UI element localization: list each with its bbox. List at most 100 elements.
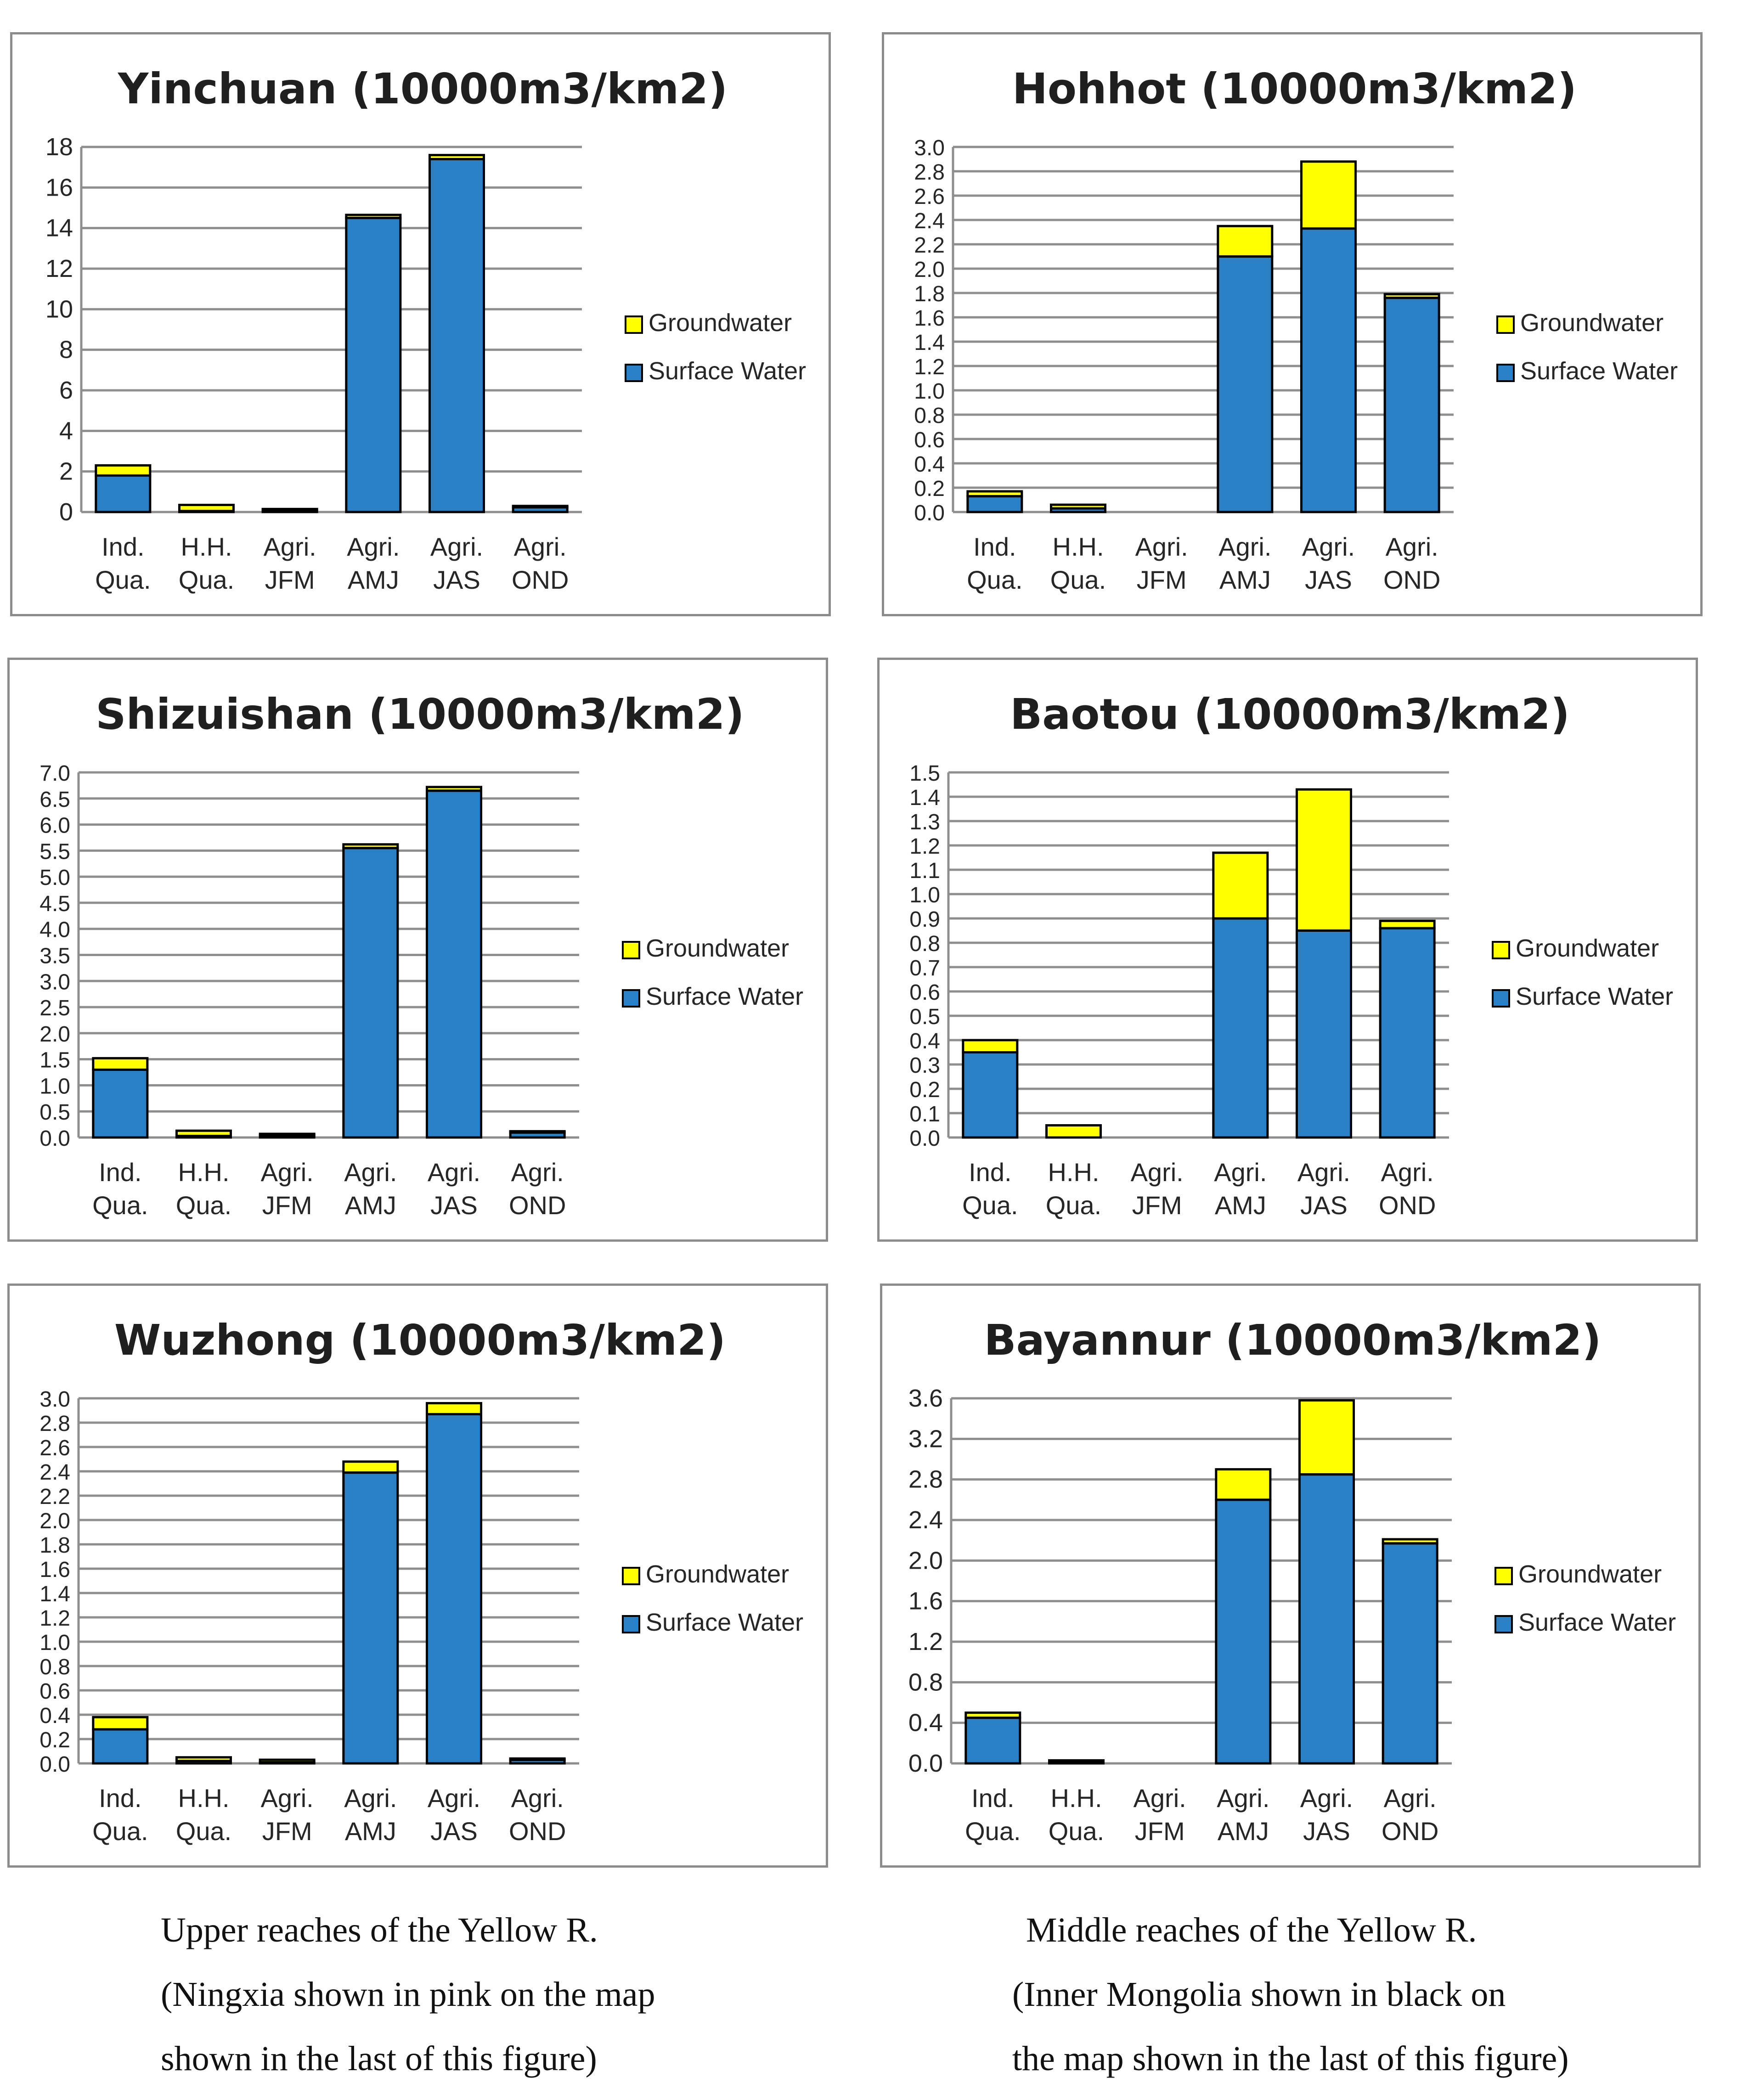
y-tick-label: 1.6 (908, 1588, 943, 1615)
y-tick-label: 2.4 (39, 1460, 70, 1485)
bar-groundwater (95, 464, 152, 477)
y-tick-label: 0.5 (909, 1005, 940, 1029)
y-tick-label: 18 (45, 133, 73, 161)
x-category-label: JAS (433, 565, 480, 594)
y-tick-label: 0.0 (39, 1752, 70, 1777)
bar-surface-water (92, 1068, 149, 1139)
x-category-label: Agri. (1135, 532, 1188, 561)
bar-groundwater (426, 786, 482, 792)
y-tick-label: 1.4 (39, 1582, 70, 1606)
y-tick-label: 0.4 (909, 1029, 940, 1053)
chart-title: Baotou (10000m3/km2) (1010, 690, 1570, 739)
x-category-label: OND (512, 565, 569, 594)
x-category-label: JFM (265, 565, 315, 594)
x-category-label: Ind. (102, 532, 144, 561)
bar-groundwater (1382, 1538, 1438, 1545)
legend-swatch-groundwater (1492, 941, 1510, 959)
y-tick-label: 0.8 (914, 404, 945, 428)
bar-groundwater (1298, 1399, 1355, 1476)
y-tick-label: 0.1 (909, 1102, 940, 1126)
x-category-label: Qua. (92, 1191, 148, 1220)
x-category-label: Agri. (1300, 1784, 1353, 1813)
x-category-label: Agri. (1302, 532, 1355, 561)
y-tick-label: 0.8 (39, 1655, 70, 1679)
legend-label-groundwater: Groundwater (646, 935, 789, 962)
y-tick-label: 0.2 (39, 1728, 70, 1752)
caption-right-line-2: (Inner Mongolia shown in black on (1012, 1975, 1506, 2014)
x-category-label: Agri. (428, 1158, 480, 1187)
y-tick-label: 2.6 (914, 185, 945, 209)
y-tick-label: 1.2 (908, 1628, 943, 1655)
bar-groundwater (1217, 225, 1274, 258)
y-tick-label: 14 (45, 214, 73, 242)
y-tick-label: 1.0 (39, 1074, 70, 1098)
x-category-label: OND (1379, 1191, 1436, 1220)
y-tick-label: 3.2 (908, 1425, 943, 1453)
x-category-label: AMJ (1215, 1191, 1266, 1220)
chart-title: Shizuishan (10000m3/km2) (96, 690, 744, 739)
bar-groundwater (509, 1130, 566, 1134)
y-tick-label: 2 (59, 458, 73, 485)
x-category-label: Agri. (1214, 1158, 1267, 1187)
bar-groundwater (1379, 919, 1436, 929)
y-tick-label: 0.2 (909, 1078, 940, 1102)
caption-left-line-3: shown in the last of this figure) (161, 2039, 597, 2078)
y-tick-label: 1.5 (39, 1048, 70, 1073)
bar-surface-water (1300, 227, 1357, 513)
x-category-label: AMJ (1218, 1817, 1269, 1846)
bar-groundwater (1383, 293, 1440, 299)
bar-surface-water (342, 847, 399, 1139)
x-category-label: Agri. (1381, 1158, 1434, 1187)
y-tick-label: 1.4 (914, 331, 945, 355)
legend-label-surface-water: Surface Water (1516, 983, 1673, 1010)
bar-surface-water (962, 1051, 1019, 1139)
bar-groundwater (1296, 788, 1352, 932)
y-tick-label: 2.0 (914, 258, 945, 282)
x-category-label: Qua. (962, 1191, 1018, 1220)
legend-label-surface-water: Surface Water (1520, 357, 1678, 385)
chart-title: Bayannur (10000m3/km2) (984, 1316, 1601, 1365)
bar-surface-water (342, 1471, 399, 1765)
bar-surface-water (1298, 1473, 1355, 1765)
x-category-label: Ind. (971, 1784, 1014, 1813)
legend-swatch-groundwater (622, 1567, 640, 1585)
y-tick-label: 0.8 (909, 932, 940, 956)
y-tick-label: 3.6 (908, 1385, 943, 1412)
y-tick-label: 6 (59, 377, 73, 404)
bar-groundwater (512, 505, 569, 509)
bar-groundwater (175, 1756, 232, 1762)
x-category-label: JFM (1135, 1817, 1185, 1846)
x-category-label: JAS (1300, 1191, 1348, 1220)
x-category-label: Agri. (511, 1784, 564, 1813)
chart-panel-hohhot: Hohhot (10000m3/km2) 0.0 0.2 0.4 0.6 0.8 1.0 1.… (882, 32, 1703, 616)
legend-swatch-surface-water (1496, 364, 1515, 382)
x-category-label: Ind. (969, 1158, 1011, 1187)
bar-groundwater (509, 1757, 566, 1761)
y-tick-label: 2.0 (908, 1547, 943, 1574)
bar-surface-water (1379, 927, 1436, 1139)
legend-swatch-groundwater (625, 315, 643, 334)
bar-surface-water (429, 158, 485, 513)
bar-surface-water (966, 495, 1023, 513)
bar-surface-water (1383, 297, 1440, 513)
bar-surface-water (1215, 1498, 1272, 1765)
y-tick-label: 1.2 (909, 834, 940, 859)
x-category-label: H.H. (178, 1158, 230, 1187)
legend-swatch-surface-water (622, 1615, 640, 1633)
x-category-label: H.H. (178, 1784, 230, 1813)
bar-groundwater (426, 1402, 482, 1415)
x-category-label: Agri. (430, 532, 483, 561)
x-category-label: JFM (1137, 565, 1187, 594)
y-tick-label: 1.3 (909, 810, 940, 834)
legend-swatch-surface-water (625, 364, 643, 382)
bar-groundwater (1050, 503, 1106, 510)
legend-label-groundwater: Groundwater (1520, 309, 1664, 337)
bar-groundwater (178, 504, 235, 512)
x-category-label: H.H. (1048, 1158, 1100, 1187)
x-category-label: Agri. (1386, 532, 1438, 561)
bar-groundwater (1045, 1124, 1102, 1139)
y-tick-label: 0.6 (909, 980, 940, 1005)
x-category-label: JAS (1303, 1817, 1350, 1846)
y-tick-label: 0 (59, 498, 73, 526)
legend-label-groundwater: Groundwater (1518, 1560, 1662, 1588)
